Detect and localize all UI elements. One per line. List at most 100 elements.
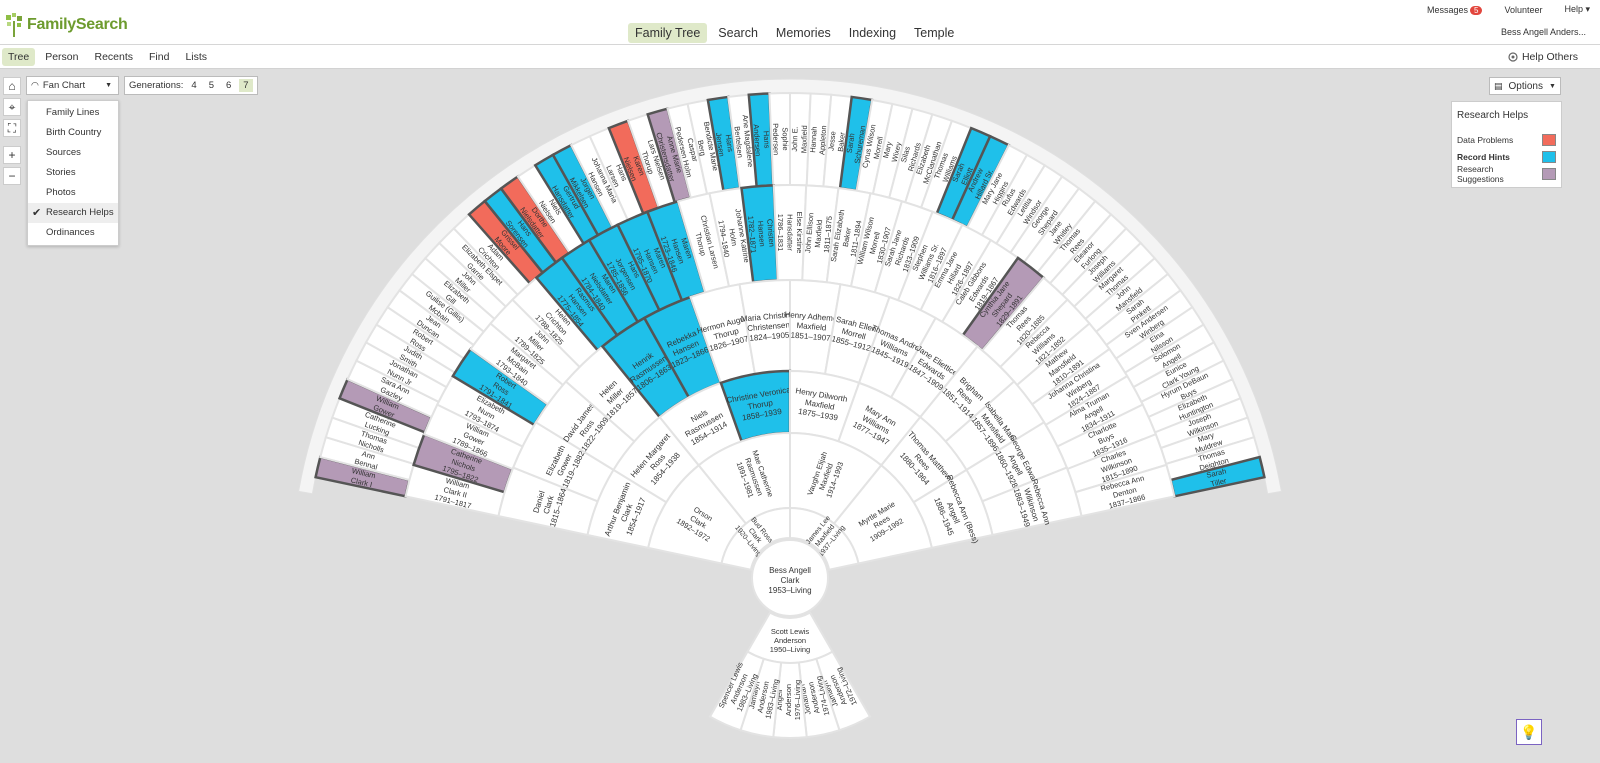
person-cell-g5-16[interactable]: Else KirstineHansdatter1786–1831 xyxy=(772,183,808,282)
user-name-menu[interactable]: Bess Angell Anders... xyxy=(1500,27,1586,37)
person-cell-g4-15[interactable]: Rebecca AnnWilkinson1863–1949 xyxy=(980,466,1083,537)
spouse-label-line: Scott Lewis xyxy=(771,627,810,636)
tab-recents[interactable]: Recents xyxy=(94,51,134,63)
generations-label: Generations: xyxy=(129,80,184,91)
help-menu[interactable]: Help ▾ xyxy=(1564,4,1590,14)
utility-nav: Messages 5 Volunteer Help ▾ xyxy=(1427,4,1590,15)
person-label: DanielClark1815–1864 xyxy=(529,481,569,528)
person-cell-g3-0[interactable]: Arthur BenjaminClark1854–1917 xyxy=(586,468,668,550)
familysearch-logo[interactable]: FamilySearch xyxy=(4,12,128,38)
tree-logo-icon xyxy=(6,13,22,37)
nav-temple[interactable]: Temple xyxy=(914,26,955,40)
person-cell-g4-13[interactable]: Isabella MariaMansfield1857–1896 xyxy=(944,380,1046,472)
root-person-circle[interactable] xyxy=(751,539,829,617)
options-button[interactable]: ▤ Options ▼ xyxy=(1489,77,1561,95)
fullscreen-button[interactable]: ⛶ xyxy=(3,119,21,137)
person-cell-g4-10[interactable]: Thomas AndrewWilliams1845–1919 xyxy=(857,295,937,399)
person-cell-g4-2[interactable]: David JamesRoss1822–1909 xyxy=(534,380,636,472)
menu-item-birth-country[interactable]: Birth Country xyxy=(28,123,118,143)
person-cell-g1-0[interactable]: Bud RossClark1920–Living xyxy=(720,506,791,571)
person-cell-g5-20[interactable]: Sarah JaneRichards1833–1909 xyxy=(873,200,934,302)
person-name-line: Hans xyxy=(724,134,736,153)
menu-item-photos[interactable]: Photos xyxy=(28,183,118,203)
person-label: JesseBaker xyxy=(827,130,847,152)
lightbulb-button[interactable]: 💡 xyxy=(1516,719,1542,745)
chevron-down-icon: ▼ xyxy=(1548,82,1556,90)
person-cell-g4-9[interactable]: Sarah EllenMorrell1855–1912 xyxy=(823,283,891,385)
person-cell-g6-6[interactable]: JonathanNunn Jr xyxy=(355,341,448,404)
chevron-down-icon: ▼ xyxy=(105,82,112,89)
messages-link[interactable]: Messages 5 xyxy=(1427,5,1483,15)
child-cell-2[interactable]: AngellAnderson1976–Living xyxy=(772,661,808,739)
zoom-out-button[interactable]: − xyxy=(3,167,21,185)
tab-find[interactable]: Find xyxy=(149,51,170,63)
person-name-line: Sophie xyxy=(780,127,789,151)
zoom-controls: ⌂ ⌖ ⛶ + − xyxy=(3,77,21,185)
person-cell-g3-2[interactable]: NielsRasmussen1854–1914 xyxy=(658,381,743,467)
person-cell-g6-11[interactable]: ElizabethGill xyxy=(410,256,496,334)
generation-option-4[interactable]: 4 xyxy=(191,80,197,91)
generation-option-6[interactable]: 6 xyxy=(226,80,232,91)
person-dates: 1851–1907 xyxy=(790,330,831,342)
tab-tree[interactable]: Tree xyxy=(2,48,36,66)
home-button[interactable]: ⌂ xyxy=(3,77,21,95)
person-cell-g3-6[interactable]: Thomas MatthewRees1880–1964 xyxy=(879,415,968,504)
person-cell-g6-59[interactable]: ElizabethHuntington xyxy=(1147,377,1242,434)
person-name-line: Christensen xyxy=(747,320,790,333)
person-cell-g1-1[interactable]: James LeeMaxfield1937–Living xyxy=(789,506,860,571)
tab-person[interactable]: Person xyxy=(45,51,79,63)
chart-type-label: Fan Chart xyxy=(42,80,86,91)
chart-type-select[interactable]: ◠ Fan Chart ▼ xyxy=(26,76,119,95)
person-cell-g2-3[interactable]: Myrtle MarieRees1909–1992 xyxy=(832,463,934,565)
generation-option-5[interactable]: 5 xyxy=(208,80,214,91)
person-label: MarenHansen1795–1870 xyxy=(631,239,671,285)
locate-button[interactable]: ⌖ xyxy=(3,98,21,116)
zoom-in-button[interactable]: + xyxy=(3,146,21,164)
options-icon: ▤ xyxy=(1494,80,1503,91)
nav-indexing[interactable]: Indexing xyxy=(848,26,897,40)
person-cell-g3-5[interactable]: Mary AnnWilliams1877–1947 xyxy=(837,381,922,467)
person-name-line: Sarah xyxy=(845,133,857,154)
menu-item-label: Family Lines xyxy=(46,107,100,118)
person-cell-g6-24[interactable]: Lars NielsenThorup xyxy=(626,113,676,209)
person-cell-g4-4[interactable]: HenrikRasmussen1806–1863 xyxy=(600,316,691,419)
person-name-line: Berg xyxy=(696,139,708,156)
menu-item-research-helps[interactable]: ✔ Research Helps xyxy=(28,203,118,223)
help-others-icon xyxy=(1508,52,1518,62)
child-cell-3[interactable]: JamalynAnderson1983–Living xyxy=(739,657,783,739)
legend-item-data-problems: Data Problems xyxy=(1457,131,1556,148)
person-cell-g2-1[interactable]: Mae CatherineRasmussen1891–1981 xyxy=(697,431,791,526)
nav-memories[interactable]: Memories xyxy=(775,26,831,40)
person-name-line: Christen xyxy=(765,219,776,248)
fullscreen-icon: ⛶ xyxy=(7,120,17,135)
menu-item-family-lines[interactable]: Family Lines xyxy=(28,103,118,123)
person-name-line: Hannah xyxy=(808,126,819,153)
main-nav: Family Tree Search Memories Indexing Tem… xyxy=(628,23,961,43)
person-cell-g4-11[interactable]: Jane ElietticeEdwards1847–1909 xyxy=(889,316,979,419)
sub-nav: Tree Person Recents Find Lists xyxy=(2,48,213,66)
person-cell-g3-4[interactable]: Henry DilworthMaxfield1875–1939 xyxy=(789,369,861,443)
legend-label: Record Hints xyxy=(1457,151,1510,162)
legend-swatch xyxy=(1542,133,1556,146)
child-label-line: 1976–Living xyxy=(793,680,802,720)
help-others-link[interactable]: Help Others xyxy=(1508,51,1578,63)
volunteer-link[interactable]: Volunteer xyxy=(1504,4,1543,15)
person-name-line: Maxfield xyxy=(796,321,826,332)
nav-search[interactable]: Search xyxy=(718,26,758,40)
person-cell-g6-31[interactable]: SophiePedersen xyxy=(768,91,791,187)
person-name-line: Holm xyxy=(727,228,739,247)
person-cell-g4-7[interactable]: Maria ChristineChristensen1824–1905 xyxy=(738,278,798,376)
tab-lists[interactable]: Lists xyxy=(185,51,208,63)
person-cell-g3-7[interactable]: Rebecca Ann (Bess)Angell1886–1945 xyxy=(912,468,994,553)
person-cell-g5-15[interactable]: ChristenHansen1782–1871 xyxy=(740,184,780,284)
generation-option-7[interactable]: 7 xyxy=(239,79,253,92)
menu-item-sources[interactable]: Sources xyxy=(28,143,118,163)
nav-family-tree[interactable]: Family Tree xyxy=(628,23,708,43)
person-name-line: Mary xyxy=(881,141,894,160)
research-helps-legend: Research Helps Data Problems Record Hint… xyxy=(1451,101,1562,188)
person-name-line: Baker xyxy=(841,226,853,247)
person-dates: 1824–1905 xyxy=(749,330,790,342)
menu-item-stories[interactable]: Stories xyxy=(28,163,118,183)
person-cell-g6-25[interactable]: Anne MarieChristensdatter xyxy=(646,107,693,204)
menu-item-ordinances[interactable]: Ordinances xyxy=(28,223,118,243)
